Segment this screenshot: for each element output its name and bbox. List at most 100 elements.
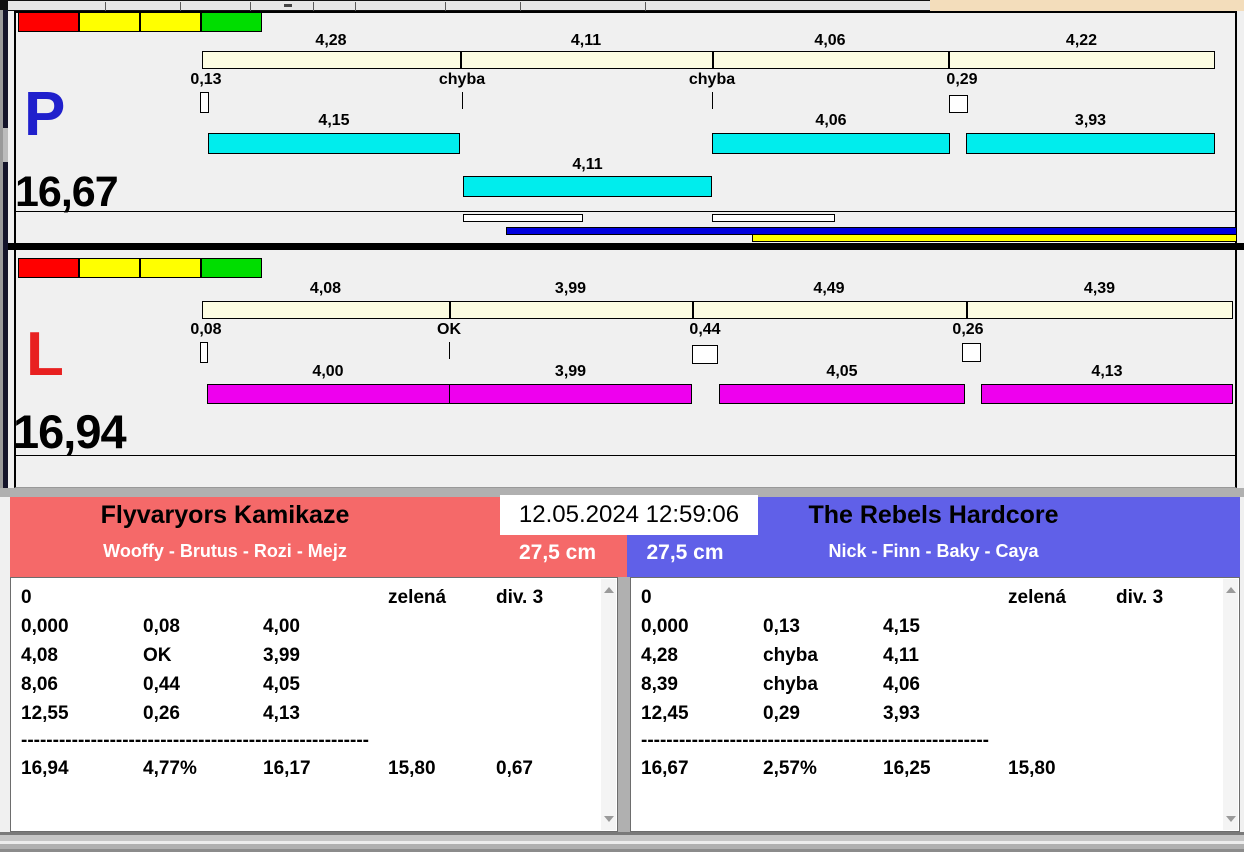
p-light-green-icon: [201, 12, 262, 32]
l-pane: [14, 250, 1237, 488]
tab-divider: [250, 2, 251, 11]
left-edge-dark: [3, 10, 8, 488]
table-cell: [496, 641, 617, 670]
p-split-label: 4,06: [814, 32, 846, 49]
p-fault-marker-box: [200, 92, 209, 113]
table-row: 4,08 OK 3,99: [11, 641, 617, 670]
p-dog-time-bar: [463, 176, 712, 197]
table-totals-row: 16,94 4,77% 16,17 15,80 0,67: [11, 754, 617, 783]
right-team-name: The Rebels Hardcore: [808, 501, 1059, 529]
table-cell: 0,67: [496, 758, 533, 779]
table-cell: 16,67: [641, 758, 689, 779]
table-cell: [496, 699, 617, 728]
top-strip: [0, 0, 1244, 11]
scoreboard-grey-band: [0, 488, 1244, 497]
table-row: 4,28 chyba 4,11: [631, 641, 1239, 670]
table-cell: OK: [143, 645, 172, 666]
top-strip-tabs: [8, 1, 930, 11]
left-result-table[interactable]: 0 zelená div. 3 0,000 0,08 4,00 4,08 OK …: [10, 577, 618, 832]
tab-divider: [645, 2, 646, 11]
p-fault-marker-tick: [712, 92, 713, 109]
left-table-scrollbar[interactable]: [601, 579, 616, 830]
tab-divider: [355, 2, 356, 11]
l-split-label: 4,49: [813, 280, 845, 297]
tab-divider: [445, 2, 446, 11]
right-team-jump-height: 27,5 cm: [646, 541, 724, 564]
l-dog-time-label: 4,05: [826, 363, 858, 380]
table-row: 0 zelená div. 3: [631, 583, 1239, 612]
table-cell: 4,28: [641, 645, 678, 666]
table-cell: [496, 670, 617, 699]
p-dog-time-label: 4,15: [318, 112, 350, 129]
table-cell: 0,13: [763, 616, 800, 637]
table-cell: zelená: [1008, 587, 1067, 608]
pane-separator: [8, 243, 1244, 250]
table-cell: [388, 612, 496, 641]
table-cell: 0,26: [143, 703, 180, 724]
datetime-box: 12.05.2024 12:59:06: [500, 495, 758, 535]
tab-divider: [313, 2, 314, 11]
table-cell: [1008, 670, 1116, 699]
l-dog-time-bar: [449, 384, 692, 404]
p-split-label: 4,28: [315, 32, 347, 49]
table-cell: [1008, 641, 1116, 670]
table-row: 8,06 0,44 4,05: [11, 670, 617, 699]
p-timeline-yellow-bar: [752, 234, 1237, 242]
p-fault-label: 0,13: [190, 71, 222, 88]
top-strip-tan: [930, 0, 1244, 11]
p-traffic-lights: [18, 12, 262, 32]
table-cell: 3,93: [883, 703, 920, 724]
right-table-scrollbar[interactable]: [1223, 579, 1238, 830]
right-result-table[interactable]: 0 zelená div. 3 0,000 0,13 4,15 4,28 chy…: [630, 577, 1240, 832]
table-cell: [763, 583, 883, 612]
table-cell: 0,000: [641, 616, 689, 637]
bottom-strip-line: [0, 832, 1244, 835]
table-cell: 15,80: [1008, 758, 1056, 779]
table-cell: 0,29: [763, 703, 800, 724]
scroll-up-icon[interactable]: [1226, 587, 1236, 593]
left-window-scrollthumb[interactable]: [3, 128, 8, 162]
table-cell: [1116, 612, 1239, 641]
table-cell: 0: [21, 587, 32, 608]
p-dog-time-label: 4,11: [572, 156, 603, 173]
p-footer-line: [14, 211, 1237, 212]
table-cell: 4,06: [883, 674, 920, 695]
table-cell: [263, 583, 388, 612]
p-split-tick: [460, 52, 462, 68]
l-light-red-icon: [18, 258, 79, 278]
p-dog-time-label: 3,93: [1074, 112, 1107, 129]
p-split-label: 4,11: [570, 32, 602, 49]
p-split-bar: [202, 51, 1215, 69]
l-light-yellow2-icon: [140, 258, 201, 278]
table-cell: [1116, 754, 1239, 783]
table-cell: 8,39: [641, 674, 678, 695]
l-split-tick: [449, 302, 451, 318]
table-cell: 12,55: [21, 703, 69, 724]
table-cell: 4,05: [263, 674, 300, 695]
table-cell: 16,17: [263, 758, 311, 779]
bottom-strip-band: [0, 835, 1244, 841]
p-fault-marker-box: [949, 95, 968, 113]
scroll-down-icon[interactable]: [604, 816, 614, 822]
tab-glyph: [284, 4, 292, 7]
table-cell: 4,00: [263, 616, 300, 637]
table-row: 0,000 0,13 4,15: [631, 612, 1239, 641]
scroll-down-icon[interactable]: [1226, 816, 1236, 822]
p-pass-bar: [463, 214, 583, 222]
p-total-time: 16,67: [15, 168, 119, 216]
l-dog-time-bar: [207, 384, 450, 404]
table-cell: [388, 699, 496, 728]
l-split-label: 4,08: [309, 280, 342, 297]
table-cell: chyba: [763, 645, 818, 666]
scroll-up-icon[interactable]: [604, 587, 614, 593]
table-totals-row: 16,67 2,57% 16,25 15,80: [631, 754, 1239, 783]
p-fault-label: chyba: [688, 71, 736, 88]
table-cell: 12,45: [641, 703, 689, 724]
l-fault-marker-tick: [449, 342, 450, 359]
bottom-strip-band2: [0, 844, 1244, 849]
p-dog-time-bar: [966, 133, 1215, 154]
table-cell: [883, 583, 1008, 612]
p-light-yellow1-icon: [79, 12, 140, 32]
table-cell: 4,77%: [143, 758, 197, 779]
